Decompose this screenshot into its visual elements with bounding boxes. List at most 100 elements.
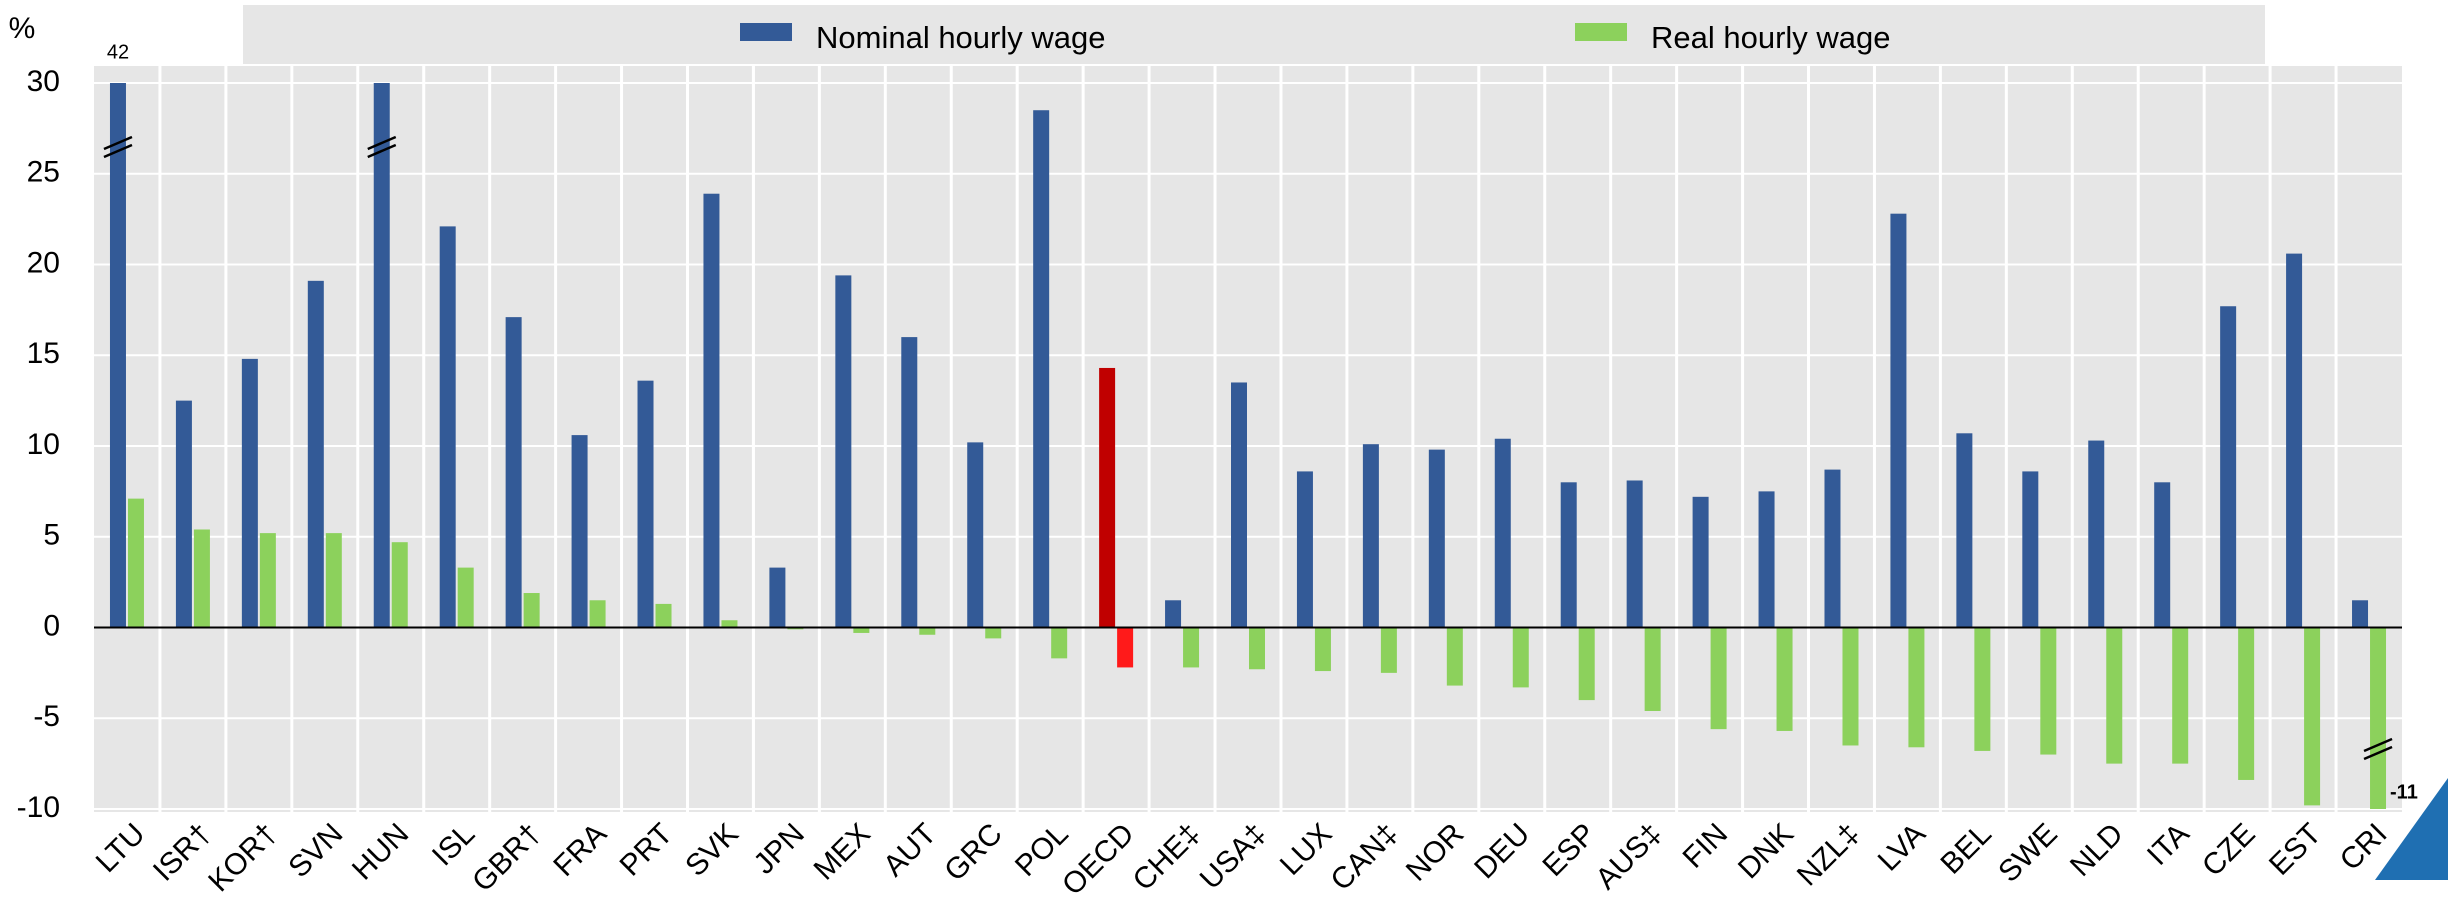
bar: [1117, 627, 1134, 668]
x-tick-label: CZE: [2196, 817, 2262, 883]
break-mark: [2363, 745, 2393, 761]
bar: [2238, 627, 2255, 780]
x-tick-label: CHE‡: [1127, 817, 1207, 897]
x-tick-label: FIN: [1677, 817, 1735, 875]
bar: [1758, 491, 1775, 628]
x-tick-label: OECD: [1056, 817, 1141, 902]
x-tick-label: NOR: [1400, 817, 1470, 887]
bar: [919, 627, 936, 635]
bar: [1165, 600, 1182, 628]
bar: [1380, 627, 1397, 673]
x-tick-label: ITA: [2141, 817, 2196, 872]
bar: [2352, 600, 2369, 628]
bar: [835, 275, 852, 628]
bar: [1296, 471, 1313, 628]
legend-box: [243, 5, 2265, 64]
bar: [721, 620, 738, 628]
x-tick-label: ISL: [426, 817, 481, 872]
bar: [1099, 367, 1116, 628]
x-tick-label: SVK: [679, 817, 745, 883]
legend-label: Real hourly wage: [1651, 20, 1891, 55]
bar: [523, 593, 540, 628]
corner-logo: [2375, 778, 2448, 880]
x-tick-label: EST: [2263, 817, 2328, 882]
bar: [1692, 496, 1709, 628]
x-tick-label: GRC: [938, 817, 1008, 887]
bar: [2304, 627, 2321, 806]
x-tick-label: AUT: [877, 817, 943, 883]
x-tick-label: DEU: [1468, 817, 1536, 885]
x-tick-label: CAN‡: [1325, 817, 1405, 897]
y-tick-label: -10: [17, 791, 60, 824]
bar: [2220, 306, 2237, 628]
bar: [1644, 627, 1661, 711]
bar: [1362, 444, 1379, 628]
legend-swatch: [1575, 23, 1627, 41]
bar: [1956, 433, 1973, 628]
bar: [439, 226, 456, 628]
bar: [505, 317, 522, 628]
x-tick-label: MEX: [808, 817, 877, 886]
bar: [1512, 627, 1529, 688]
bar: [127, 498, 144, 628]
bar: [1776, 627, 1793, 731]
bar: [853, 627, 870, 633]
y-tick-label: 10: [27, 428, 60, 461]
bar: [703, 193, 720, 628]
bar: [769, 567, 786, 628]
bar: [589, 600, 606, 628]
value-label: 42: [107, 41, 129, 63]
bar: [109, 83, 126, 628]
bar: [391, 542, 408, 628]
break-mark: [103, 143, 133, 159]
bar: [1560, 482, 1577, 628]
bar: [967, 442, 984, 628]
y-tick-label: 20: [27, 246, 60, 279]
bar: [1974, 627, 1991, 751]
bar: [307, 280, 324, 628]
x-tick-label: GBR†: [466, 817, 547, 898]
bar: [1051, 627, 1068, 659]
bar: [901, 337, 918, 628]
value-label: -11: [2390, 781, 2418, 803]
x-tick-label: FRA: [547, 817, 613, 883]
legend-label: Nominal hourly wage: [816, 20, 1105, 55]
bar: [571, 435, 588, 628]
break-mark: [103, 135, 133, 151]
bar: [1578, 627, 1595, 701]
y-tick-label: 15: [27, 337, 60, 370]
break-mark: [2363, 737, 2393, 753]
bar: [985, 627, 1002, 639]
y-tick-label: 5: [43, 519, 60, 552]
bar: [1824, 469, 1841, 628]
x-tick-label: SVN: [282, 817, 349, 884]
x-tick-label: LVA: [1872, 817, 1932, 877]
bar: [1446, 627, 1463, 686]
bar: [1908, 627, 1925, 748]
x-tick-label: NZL‡: [1791, 817, 1866, 892]
bar: [2370, 627, 2387, 809]
bar: [2040, 627, 2057, 755]
y-tick-label: 25: [27, 156, 60, 189]
x-tick-label: SWE: [1992, 817, 2064, 889]
legend-swatch: [740, 23, 792, 41]
x-tick-label: NLD: [2064, 817, 2130, 883]
bar: [1890, 213, 1907, 628]
bar: [259, 533, 276, 628]
bar: [2106, 627, 2123, 764]
x-tick-label: PRT: [614, 817, 679, 882]
x-tick-label: AUS‡: [1589, 817, 1668, 896]
bar: [1842, 627, 1859, 746]
break-mark: [367, 135, 397, 151]
x-tick-label: HUN: [346, 817, 415, 886]
plot-background: [94, 66, 2402, 812]
bar: [1710, 627, 1727, 730]
bar: [1626, 480, 1643, 628]
bar: [1231, 382, 1247, 628]
x-tick-label: USA‡: [1194, 817, 1273, 896]
y-tick-label: 30: [27, 65, 60, 98]
y-tick-label: 0: [43, 609, 60, 642]
bar: [2286, 253, 2303, 628]
bar: [2172, 627, 2189, 764]
